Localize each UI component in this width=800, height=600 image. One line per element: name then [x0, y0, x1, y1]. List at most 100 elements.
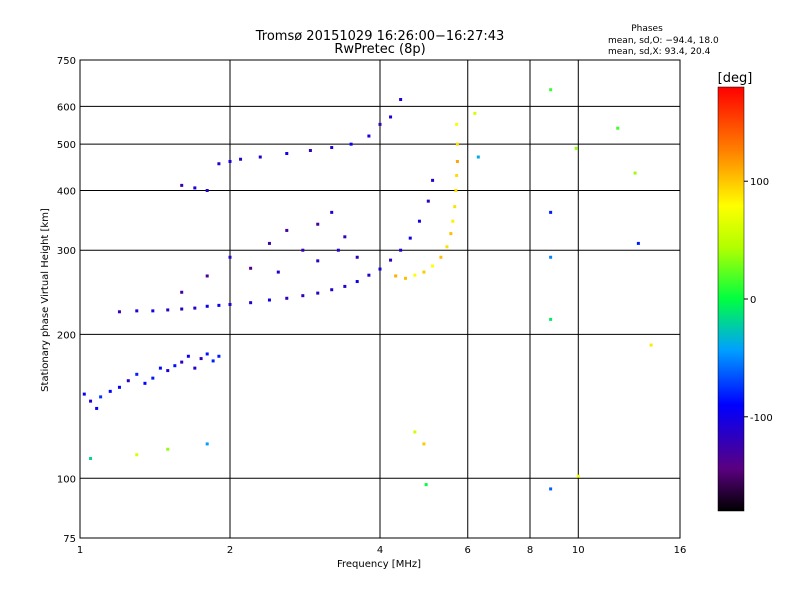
data-point [330, 288, 334, 292]
data-point [217, 162, 221, 166]
data-point [389, 258, 393, 262]
data-point [186, 354, 190, 358]
data-point [180, 307, 184, 311]
data-point [276, 270, 280, 274]
data-point [449, 232, 453, 236]
data-point [126, 379, 130, 383]
data-point [205, 352, 209, 356]
y-tick-label: 500 [57, 140, 76, 151]
colorbar [717, 86, 745, 512]
data-point [476, 155, 480, 159]
data-point [417, 219, 421, 223]
data-point [355, 255, 359, 259]
data-point [316, 222, 320, 226]
data-point [228, 255, 232, 259]
data-point [285, 228, 289, 232]
data-point [166, 308, 170, 312]
data-point [285, 296, 289, 300]
data-point [455, 173, 459, 177]
y-tick-label: 400 [57, 186, 76, 197]
data-point [95, 406, 99, 410]
data-point [399, 248, 403, 252]
data-point [403, 276, 407, 280]
data-point [205, 442, 209, 446]
data-point [549, 88, 553, 92]
data-point [455, 122, 459, 126]
data-point [173, 364, 177, 368]
data-point [422, 442, 426, 446]
data-point [193, 186, 197, 190]
data-point [636, 241, 640, 245]
data-point [349, 142, 353, 146]
data-point [616, 126, 620, 130]
data-point [117, 310, 121, 314]
data-point [549, 487, 553, 491]
data-point [228, 159, 232, 163]
data-point [135, 453, 139, 457]
data-point [151, 309, 155, 313]
y-tick-label: 750 [57, 56, 76, 67]
data-point [199, 357, 203, 361]
data-point [451, 219, 455, 223]
data-point [473, 111, 477, 115]
data-point [413, 273, 417, 277]
data-point [574, 146, 578, 150]
data-point [431, 178, 435, 182]
data-point [576, 474, 580, 478]
data-point [454, 188, 458, 192]
legend-line-o: mean, sd,O: −94.4, 18.0 [608, 36, 719, 46]
x-axis-label: Frequency [MHz] [337, 559, 421, 570]
chart-title: Tromsø 20151029 16:26:00−16:27:43 [255, 29, 505, 44]
data-point [258, 155, 262, 159]
x-tick-label: 1 [77, 545, 83, 556]
data-point [549, 317, 553, 321]
data-point [151, 376, 155, 380]
x-tick-label: 10 [572, 545, 585, 556]
data-point [336, 248, 340, 252]
x-tick-label: 8 [527, 545, 533, 556]
data-point [649, 343, 653, 347]
data-point [378, 122, 382, 126]
data-point [135, 372, 139, 376]
colorbar-tick-label: -100 [750, 413, 773, 424]
grid-lines [80, 60, 680, 538]
data-point [394, 274, 398, 278]
legend-heading: Phases [631, 24, 663, 34]
y-tick-label: 300 [57, 246, 76, 257]
data-point [455, 159, 459, 163]
data-point [633, 171, 637, 175]
data-point [205, 304, 209, 308]
data-point [99, 395, 103, 399]
data-point [108, 389, 112, 393]
data-point [343, 284, 347, 288]
data-point [180, 360, 184, 364]
data-point [439, 255, 443, 259]
data-point [424, 483, 428, 487]
colorbar-label: [deg] [718, 71, 753, 86]
data-point [285, 152, 289, 156]
data-point [367, 134, 371, 138]
colorbar-ticks: 100 0 -100 [744, 177, 773, 424]
data-point [445, 245, 449, 249]
data-point [455, 142, 459, 146]
data-points [82, 88, 653, 491]
data-point [117, 385, 121, 389]
y-tick-label: 75 [63, 534, 76, 545]
data-point [413, 430, 417, 434]
data-point [330, 146, 334, 150]
data-point [89, 456, 93, 460]
data-point [89, 399, 93, 403]
colorbar-tick-label: 0 [750, 295, 756, 306]
data-point [399, 98, 403, 102]
data-point [217, 303, 221, 307]
data-point [389, 115, 393, 119]
data-point [367, 273, 371, 277]
data-point [217, 354, 221, 358]
data-point [301, 294, 305, 298]
data-point [316, 291, 320, 295]
x-tick-label: 6 [465, 545, 471, 556]
y-axis-label: Stationary phase Virtual Height [km] [40, 208, 51, 392]
data-point [422, 270, 426, 274]
data-point [249, 266, 253, 270]
